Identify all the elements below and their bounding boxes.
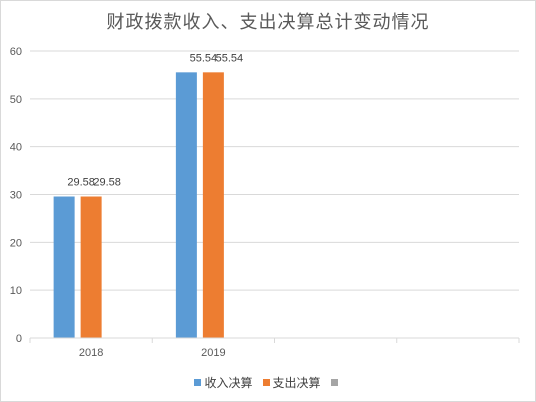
bar [80,196,102,338]
legend-item: 支出决算 [262,374,321,391]
y-tick-label: 20 [10,237,22,249]
x-tick-label: 2018 [79,347,103,359]
bar [202,72,224,338]
data-label: 29.58 [93,177,121,189]
legend-swatch [262,379,270,386]
chart-legend: 收入决算 支出决算 [0,374,536,391]
data-label: 55.54 [216,52,244,64]
legend-label: 收入决算 [204,376,253,390]
chart-title: 财政拨款收入、支出决算总计变动情况 [106,12,430,33]
legend-item [330,379,338,386]
legend-item: 收入决算 [194,374,253,391]
y-tick-label: 0 [16,333,22,345]
bar [175,72,197,338]
legend-swatch [194,379,202,386]
legend-label: 支出决算 [272,376,321,390]
data-label: 29.58 [67,177,95,189]
y-tick-label: 10 [10,285,22,297]
x-tick-label: 2019 [201,347,225,359]
legend-swatch [330,379,338,386]
y-tick-label: 50 [10,94,22,106]
data-label: 55.54 [190,52,218,64]
y-tick-label: 60 [10,46,22,58]
bar [53,196,75,338]
y-tick-label: 40 [10,142,22,154]
y-tick-label: 30 [10,190,22,202]
